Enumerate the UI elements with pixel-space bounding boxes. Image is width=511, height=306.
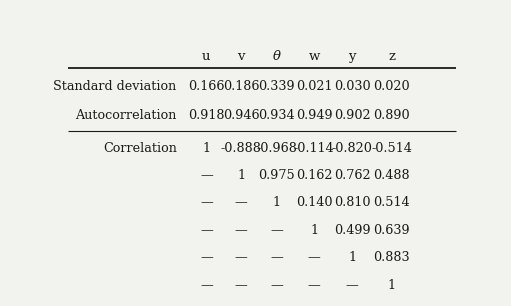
Text: 1: 1: [388, 279, 396, 292]
Text: —: —: [235, 196, 248, 209]
Text: -0.514: -0.514: [371, 142, 412, 155]
Text: 0.949: 0.949: [296, 109, 333, 122]
Text: 0.883: 0.883: [374, 251, 410, 264]
Text: —: —: [270, 224, 283, 237]
Text: -0.114: -0.114: [294, 142, 335, 155]
Text: Correlation: Correlation: [103, 142, 177, 155]
Text: 0.166: 0.166: [188, 80, 225, 93]
Text: 0.020: 0.020: [374, 80, 410, 93]
Text: —: —: [200, 224, 213, 237]
Text: 0.140: 0.140: [296, 196, 333, 209]
Text: 0.762: 0.762: [334, 169, 370, 182]
Text: —: —: [200, 169, 213, 182]
Text: v: v: [238, 50, 245, 63]
Text: —: —: [200, 251, 213, 264]
Text: θ: θ: [273, 50, 281, 63]
Text: 0.186: 0.186: [223, 80, 260, 93]
Text: —: —: [270, 279, 283, 292]
Text: —: —: [235, 224, 248, 237]
Text: 0.488: 0.488: [374, 169, 410, 182]
Text: —: —: [235, 279, 248, 292]
Text: 1: 1: [273, 196, 281, 209]
Text: 0.339: 0.339: [259, 80, 295, 93]
Text: 1: 1: [202, 142, 211, 155]
Text: 0.890: 0.890: [374, 109, 410, 122]
Text: w: w: [309, 50, 320, 63]
Text: 0.934: 0.934: [259, 109, 295, 122]
Text: 0.162: 0.162: [296, 169, 333, 182]
Text: 0.639: 0.639: [374, 224, 410, 237]
Text: 0.030: 0.030: [334, 80, 370, 93]
Text: y: y: [349, 50, 356, 63]
Text: —: —: [200, 196, 213, 209]
Text: 0.810: 0.810: [334, 196, 370, 209]
Text: —: —: [346, 279, 359, 292]
Text: —: —: [200, 279, 213, 292]
Text: -0.888: -0.888: [221, 142, 262, 155]
Text: 1: 1: [237, 169, 245, 182]
Text: -0.820: -0.820: [332, 142, 373, 155]
Text: 0.021: 0.021: [296, 80, 333, 93]
Text: u: u: [202, 50, 211, 63]
Text: 0.902: 0.902: [334, 109, 370, 122]
Text: Autocorrelation: Autocorrelation: [75, 109, 177, 122]
Text: —: —: [235, 251, 248, 264]
Text: —: —: [270, 251, 283, 264]
Text: 0.946: 0.946: [223, 109, 260, 122]
Text: 1: 1: [310, 224, 318, 237]
Text: 0.514: 0.514: [374, 196, 410, 209]
Text: 0.499: 0.499: [334, 224, 370, 237]
Text: 0.918: 0.918: [188, 109, 225, 122]
Text: Standard deviation: Standard deviation: [54, 80, 177, 93]
Text: 0.975: 0.975: [259, 169, 295, 182]
Text: -0.968: -0.968: [257, 142, 297, 155]
Text: —: —: [308, 251, 320, 264]
Text: z: z: [388, 50, 396, 63]
Text: 1: 1: [348, 251, 356, 264]
Text: —: —: [308, 279, 320, 292]
